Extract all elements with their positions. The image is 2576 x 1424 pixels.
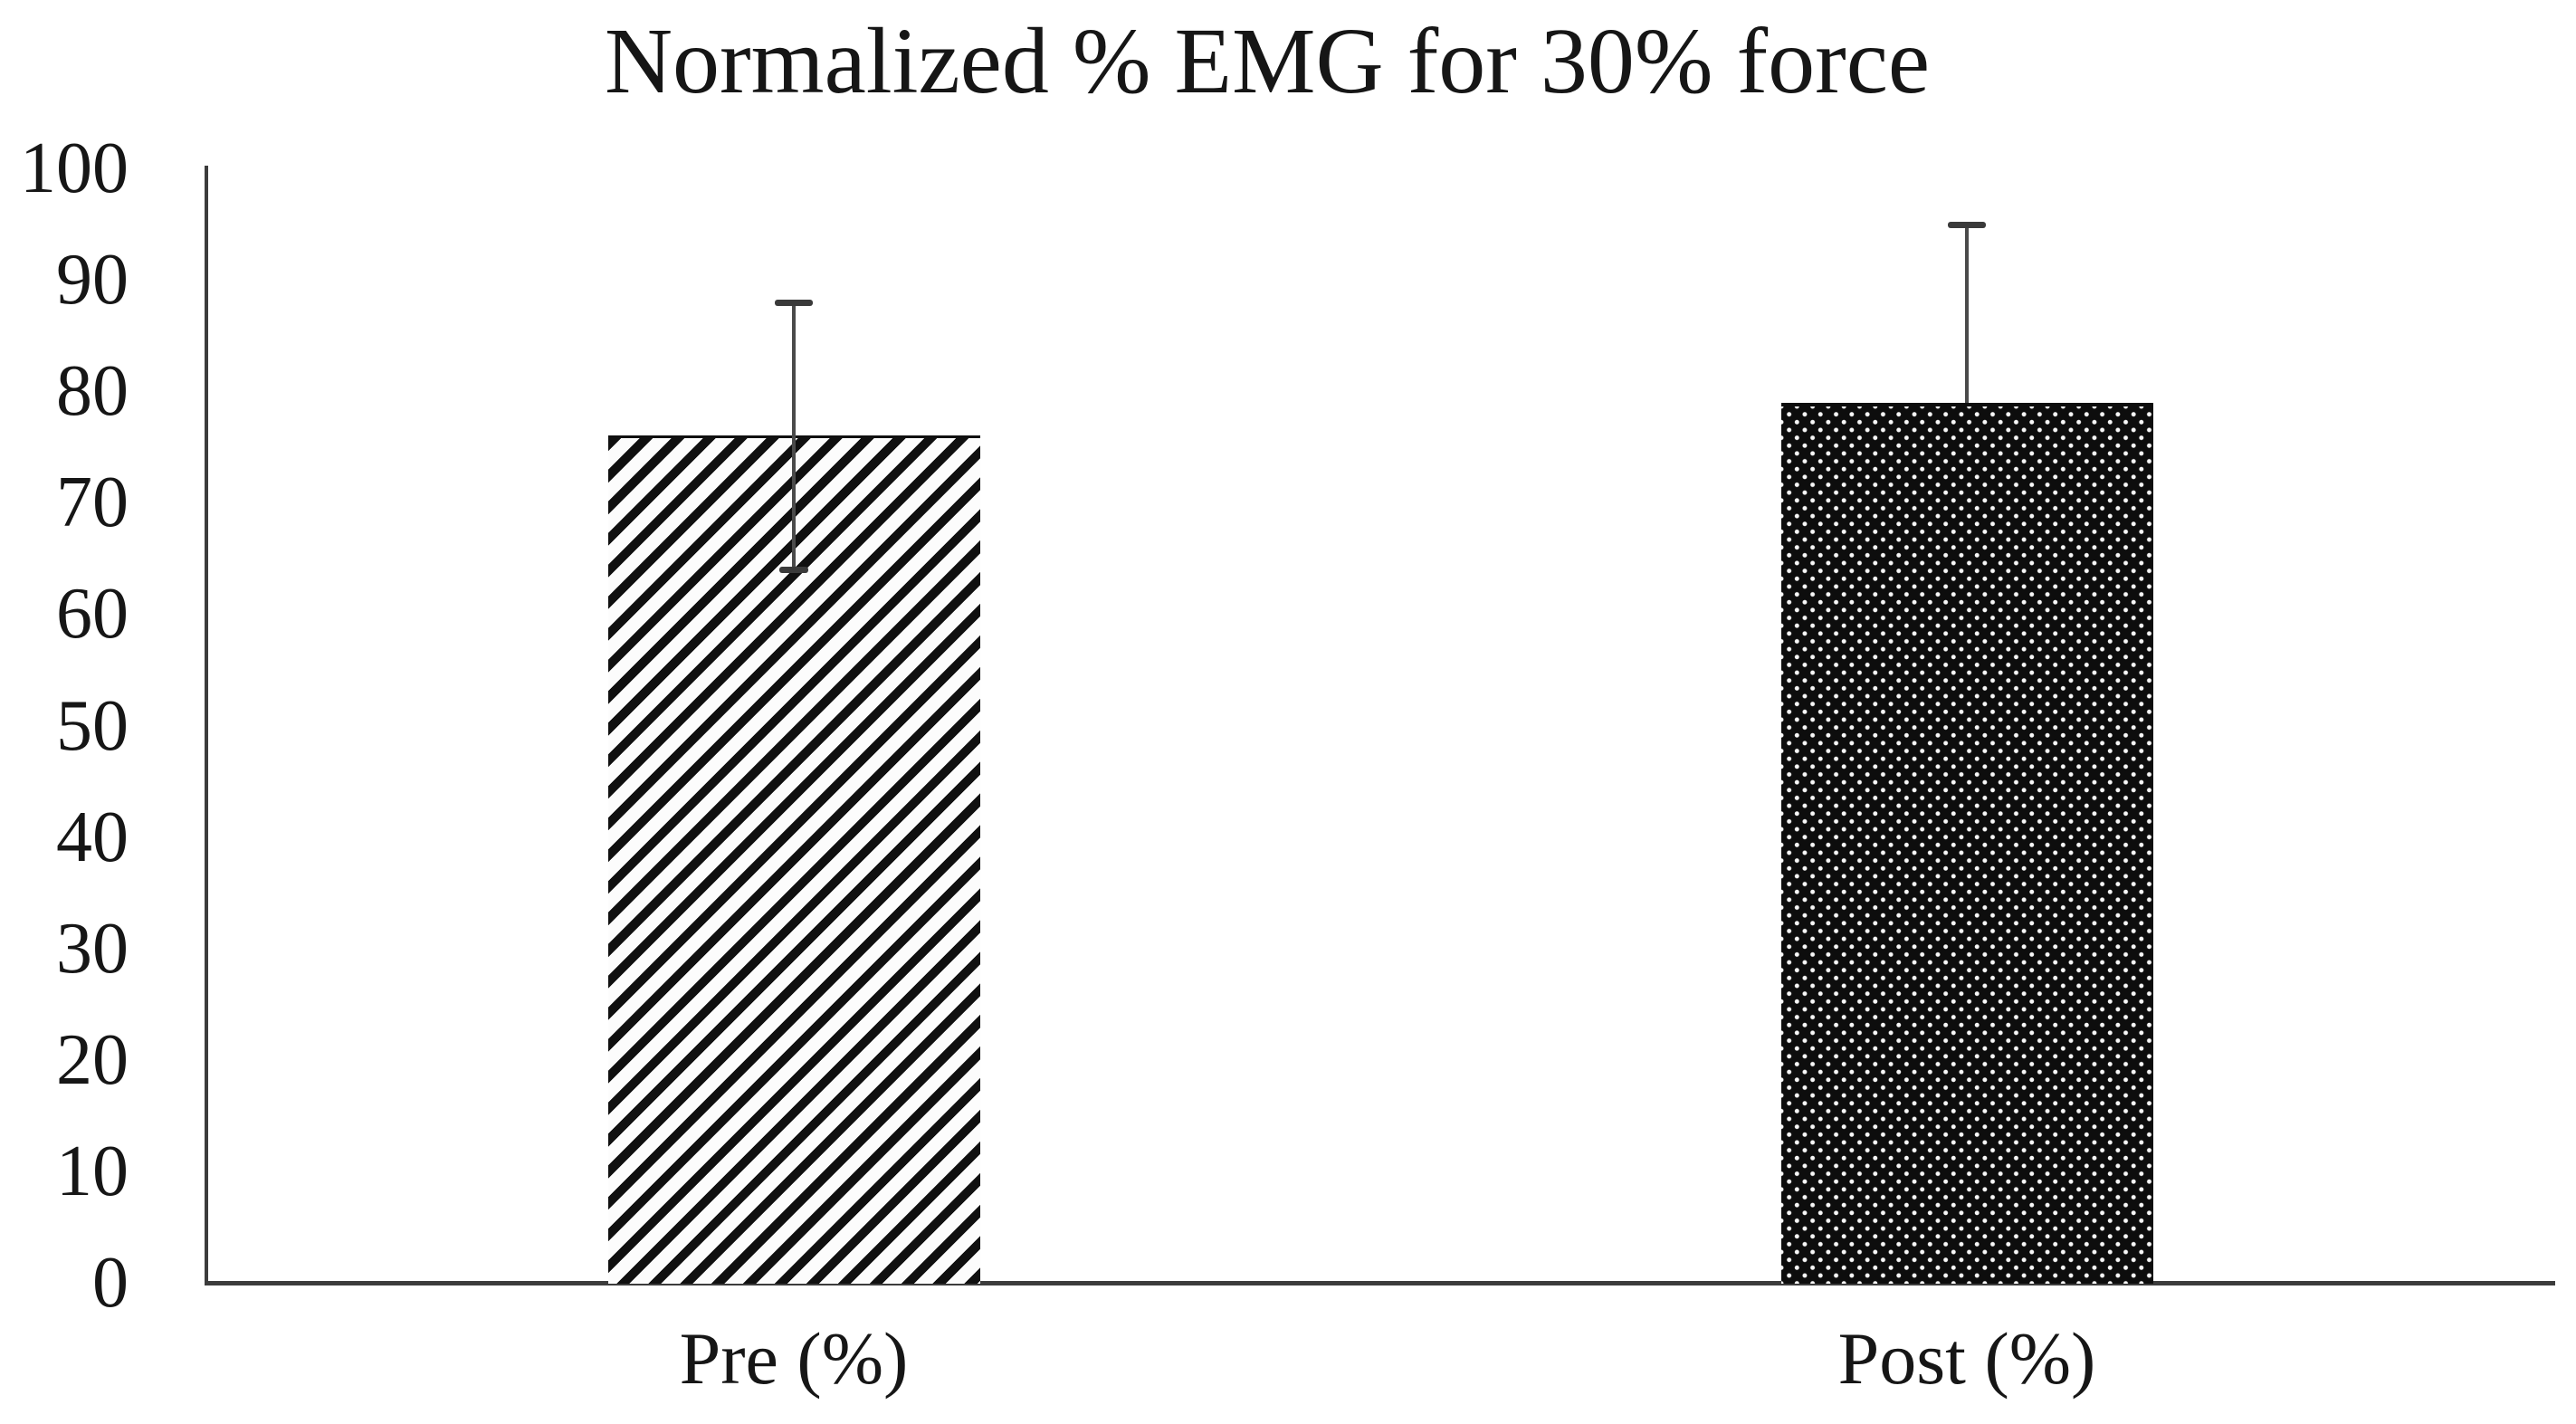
chart-title: Normalized % EMG for 30% force xyxy=(604,9,1931,113)
y-tick-label: 0 xyxy=(92,1243,129,1323)
y-tick-label: 20 xyxy=(56,1019,129,1100)
y-axis-line xyxy=(205,166,208,1285)
x-category-label-post: Post (%) xyxy=(1837,1317,2096,1400)
y-tick-label: 60 xyxy=(56,574,129,655)
y-tick-label: 50 xyxy=(56,685,129,766)
error-bar-cap-top xyxy=(1948,221,1986,228)
x-axis-line xyxy=(205,1281,2555,1285)
y-tick-label: 100 xyxy=(20,129,129,208)
x-category-label-pre: Pre (%) xyxy=(679,1317,909,1400)
error-bar-cap-bottom xyxy=(779,567,808,574)
y-tick-label: 80 xyxy=(56,351,129,432)
error-bar-cap-top xyxy=(775,299,813,306)
y-tick-label: 10 xyxy=(56,1131,129,1211)
bar-post xyxy=(1780,402,2153,1284)
y-tick-label: 40 xyxy=(56,797,129,877)
y-tick-label: 90 xyxy=(56,240,129,320)
bar-pre xyxy=(607,435,980,1284)
y-tick-label: 30 xyxy=(56,908,129,989)
error-bar-line xyxy=(792,301,796,570)
error-bar-line xyxy=(1965,224,1969,403)
y-tick-label: 70 xyxy=(56,463,129,543)
